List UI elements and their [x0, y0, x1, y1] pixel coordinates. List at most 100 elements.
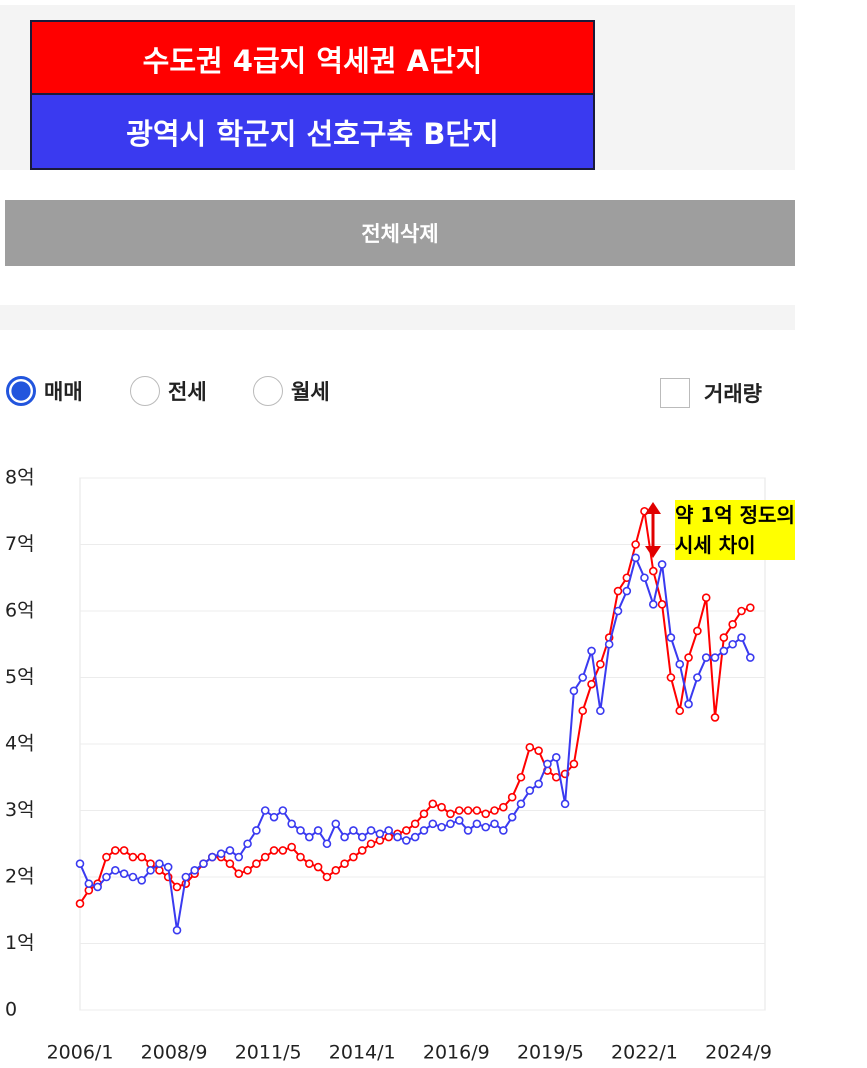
point [110, 866, 120, 875]
point [252, 859, 261, 869]
point [710, 653, 720, 662]
point [631, 540, 640, 549]
point [172, 882, 182, 892]
point [278, 806, 288, 815]
point [463, 806, 473, 815]
x-tick-label: 2006/1 [47, 1042, 114, 1064]
x-tick-label: 2019/5 [517, 1042, 584, 1064]
point [172, 925, 182, 935]
point [305, 859, 314, 869]
radio-label: 전세 [168, 380, 207, 404]
annotation-line: 약 1억 정도의 [675, 503, 795, 527]
point [313, 862, 323, 872]
point [666, 633, 676, 642]
point [269, 846, 279, 855]
point [666, 673, 676, 682]
point [357, 846, 367, 855]
point [305, 832, 314, 842]
x-tick-label: 2011/5 [235, 1042, 302, 1064]
point [737, 633, 746, 642]
point [252, 826, 261, 835]
point [349, 852, 358, 862]
point [534, 779, 543, 789]
radio-dot [253, 376, 283, 406]
point [446, 819, 455, 829]
point [207, 852, 217, 862]
point [454, 806, 464, 815]
point [393, 832, 402, 842]
radio-option[interactable]: 월세 [253, 375, 330, 407]
point [728, 639, 737, 649]
point [402, 836, 411, 845]
y-tick-label: 3억 [5, 799, 35, 821]
point [357, 832, 367, 842]
point [137, 852, 147, 862]
point [490, 806, 499, 815]
point [225, 859, 235, 869]
point [613, 586, 623, 596]
y-tick-label: 4억 [5, 733, 35, 755]
point [410, 832, 420, 842]
annotation: 약 1억 정도의 시세 차이 [675, 500, 795, 560]
point [719, 633, 729, 642]
point [622, 586, 632, 596]
point [322, 872, 332, 882]
point [84, 879, 94, 888]
radio-option[interactable]: 매매 [6, 375, 83, 407]
point [93, 882, 102, 892]
point [578, 673, 588, 682]
point [472, 806, 482, 815]
point [419, 809, 429, 819]
point [516, 799, 526, 809]
y-tick-label: 0 [5, 999, 17, 1021]
point [560, 799, 570, 809]
y-tick-label: 1억 [5, 932, 35, 954]
y-tick-label: 7억 [5, 533, 35, 555]
point [701, 653, 711, 662]
point [75, 859, 85, 869]
radio-option[interactable]: 전세 [130, 375, 207, 407]
point [313, 826, 323, 835]
radio-dot [6, 376, 36, 406]
point [419, 826, 429, 835]
point [349, 826, 358, 835]
point [648, 600, 658, 609]
point [190, 866, 199, 875]
point [543, 759, 552, 769]
point [728, 620, 737, 629]
delete-button[interactable]: 전체삭제 [5, 200, 795, 266]
point [296, 826, 305, 835]
point [119, 869, 129, 878]
point [163, 862, 173, 872]
point [146, 866, 155, 875]
point [657, 560, 667, 569]
checkbox-box [660, 378, 690, 408]
point [366, 839, 376, 849]
checkbox[interactable]: 거래량 [660, 377, 762, 409]
point [525, 743, 535, 752]
arrow-head [645, 502, 661, 514]
point [534, 746, 543, 755]
point [260, 806, 270, 815]
point [481, 822, 491, 832]
point [322, 839, 332, 849]
radio-dot [130, 376, 160, 406]
point [587, 679, 596, 689]
point [181, 872, 191, 882]
point [631, 553, 640, 563]
point [75, 899, 85, 908]
point [410, 819, 420, 829]
checkbox-label: 거래량 [704, 382, 762, 406]
point [701, 593, 711, 602]
point [569, 686, 579, 696]
point [648, 566, 658, 576]
point [384, 826, 393, 835]
point [234, 869, 244, 878]
point [260, 852, 270, 862]
point [296, 852, 305, 862]
legend-entry: 광역시 학군지 선호구축 B단지 [30, 93, 595, 170]
point [102, 852, 111, 862]
arrow-head [645, 546, 661, 558]
point [516, 772, 526, 782]
